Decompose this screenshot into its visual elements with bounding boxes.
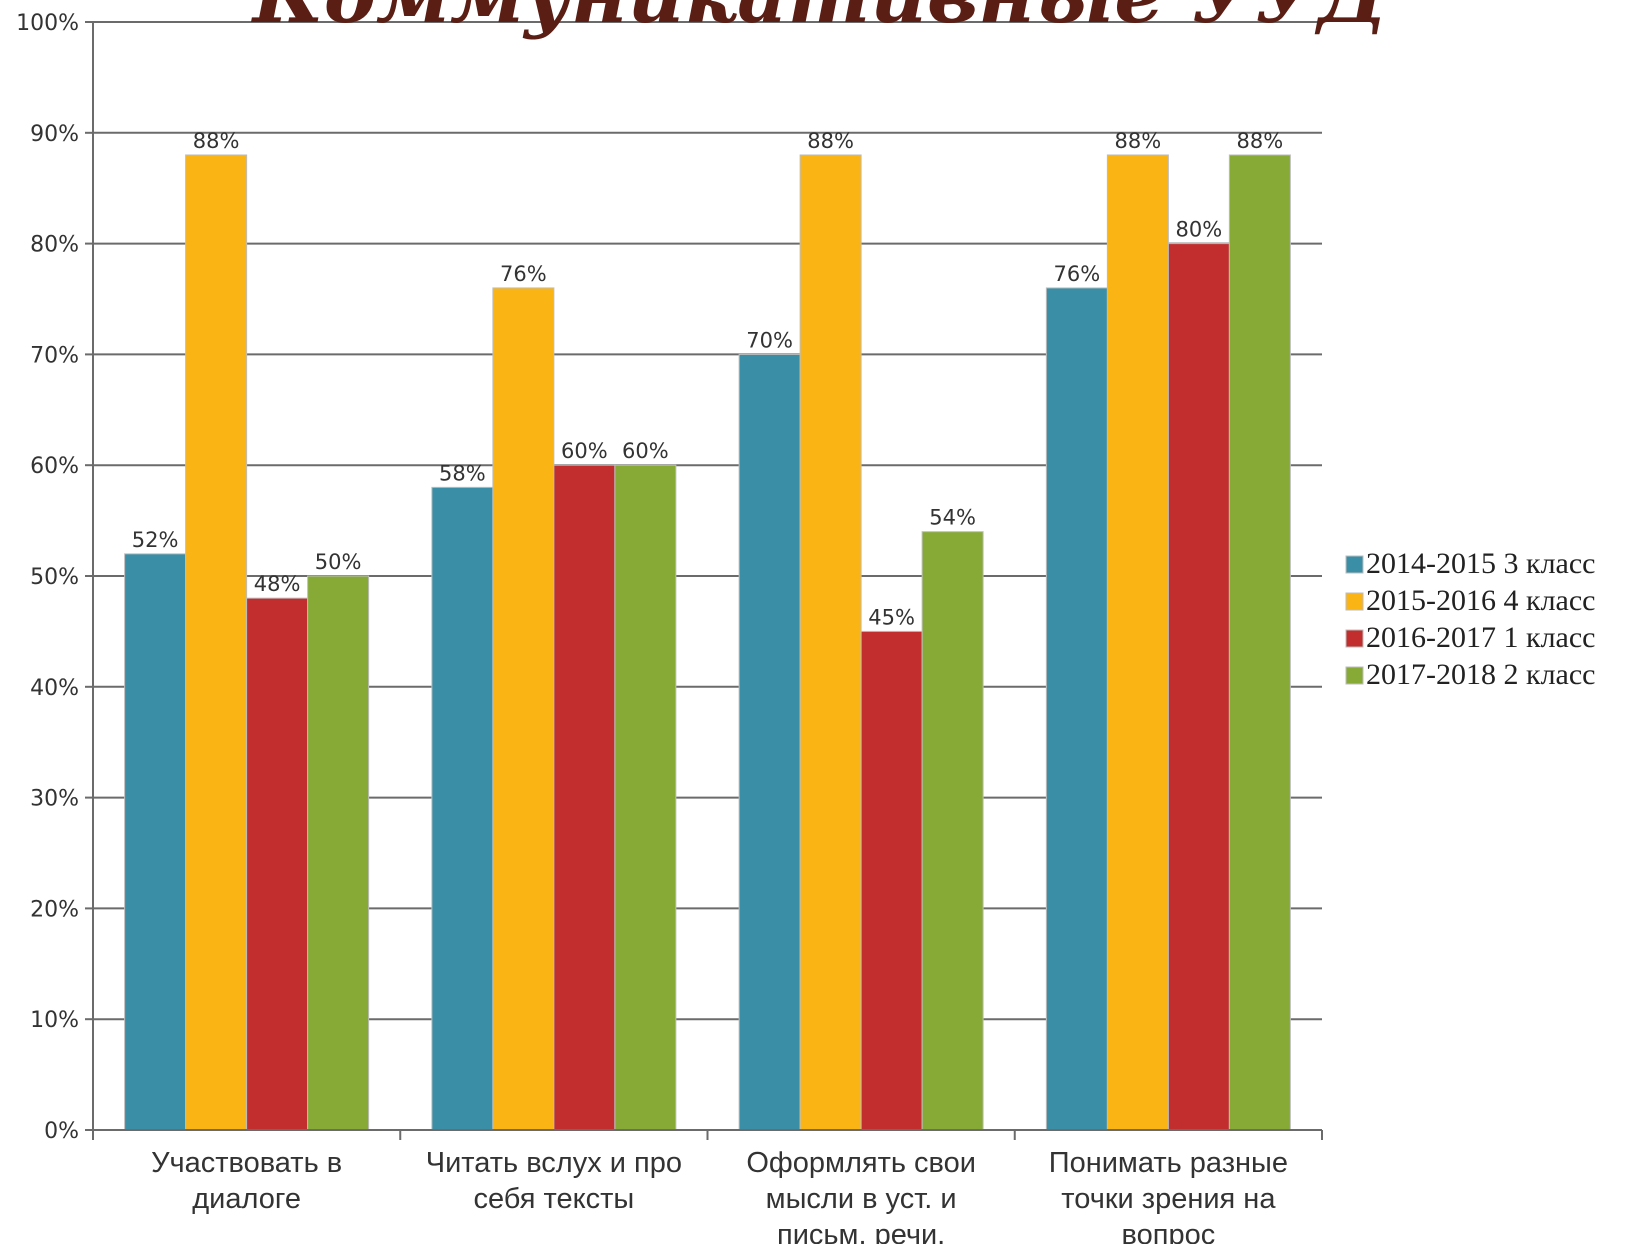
- data-label: 54%: [929, 506, 976, 530]
- bar: [860, 630, 923, 1131]
- data-label: 52%: [132, 528, 179, 552]
- bar: [492, 287, 555, 1131]
- data-label: 88%: [1237, 129, 1284, 153]
- legend-swatch: [1345, 555, 1364, 574]
- bar: [1045, 287, 1108, 1131]
- data-label: 76%: [500, 262, 547, 286]
- y-tick-label: 30%: [30, 787, 79, 812]
- category-label: Читать вслух и про себя тексты: [426, 1147, 682, 1215]
- data-label: 50%: [315, 550, 362, 574]
- bar: [738, 353, 801, 1131]
- y-tick-label: 20%: [30, 897, 79, 922]
- y-tick-label: 0%: [44, 1119, 79, 1144]
- bar: [553, 464, 616, 1131]
- data-label: 70%: [746, 328, 793, 352]
- data-label: 45%: [868, 605, 915, 629]
- legend-label: 2017-2018 2 класс: [1366, 658, 1595, 691]
- y-tick-label: 70%: [30, 343, 79, 368]
- axes: 0% 10% 20% 30% 40% 50% 60% 70% 80% 90% 100% Участво…: [16, 11, 1323, 1244]
- bar: [124, 553, 187, 1131]
- data-label: 80%: [1176, 218, 1223, 242]
- chart-title: Коммуникативные УУД: [251, 0, 1389, 41]
- legend-label: 2015-2016 4 класс: [1366, 584, 1595, 617]
- bar: [1167, 243, 1230, 1131]
- data-label: 48%: [254, 572, 301, 596]
- value-labels: 52% 58% 70% 76% 88% 76% 88% 88% 48% 60% 45% 80% 50% 6…: [132, 129, 1283, 629]
- bars: [124, 154, 1291, 1131]
- legend-label: 2016-2017 1 класс: [1366, 621, 1595, 654]
- category-label: Оформлять свои мысли в уст. и письм. речи.: [746, 1147, 976, 1244]
- y-tick-label: 60%: [30, 454, 79, 479]
- legend: 2014-2015 3 класс 2015-2016 4 класс 2016-2…: [1345, 547, 1595, 691]
- legend-swatch: [1345, 666, 1364, 685]
- bar: [431, 486, 494, 1131]
- data-label: 76%: [1054, 262, 1101, 286]
- y-tick-label: 90%: [30, 122, 79, 147]
- data-label: 60%: [561, 439, 608, 463]
- y-tick-label: 40%: [30, 676, 79, 701]
- data-label: 88%: [807, 129, 854, 153]
- data-label: 60%: [622, 439, 669, 463]
- y-tick-label: 10%: [30, 1008, 79, 1033]
- y-tick-label: 100%: [16, 11, 79, 36]
- bar: [614, 464, 677, 1131]
- legend-swatch: [1345, 592, 1364, 611]
- bar: [185, 154, 248, 1131]
- legend-label: 2014-2015 3 класс: [1366, 547, 1595, 580]
- y-tick-label: 50%: [30, 565, 79, 590]
- category-label: Участвовать в диалоге: [151, 1147, 342, 1215]
- legend-swatch: [1345, 629, 1364, 648]
- bar: [307, 575, 370, 1131]
- bar: [921, 531, 984, 1131]
- bar: [799, 154, 862, 1131]
- data-label: 88%: [1115, 129, 1162, 153]
- data-label: 58%: [439, 461, 486, 485]
- category-label: Понимать разные точки зрения на вопрос: [1049, 1147, 1288, 1244]
- data-label: 88%: [193, 129, 240, 153]
- y-tick-label: 80%: [30, 233, 79, 258]
- bar: [1228, 154, 1291, 1131]
- bar: [246, 597, 309, 1131]
- bar: [1106, 154, 1169, 1131]
